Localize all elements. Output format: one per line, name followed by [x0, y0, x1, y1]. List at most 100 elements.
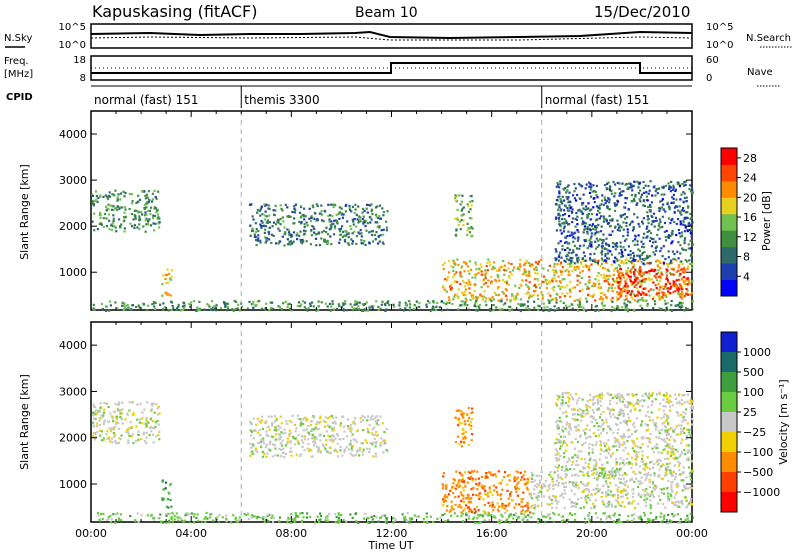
echo-cell — [363, 221, 366, 224]
echo-cell — [144, 214, 147, 217]
echo-cell — [593, 425, 596, 428]
echo-cell — [615, 393, 618, 396]
echo-cell — [573, 190, 576, 193]
echo-cell — [673, 206, 676, 209]
echo-cell — [599, 440, 602, 443]
echo-cell — [686, 280, 689, 283]
echo-cell — [567, 391, 570, 395]
echo-cell — [678, 393, 681, 396]
echo-cell — [650, 201, 653, 204]
echo-cell — [578, 290, 582, 293]
echo-cell — [615, 472, 618, 475]
echo-cell — [680, 260, 683, 263]
echo-cell — [654, 303, 657, 306]
echo-cell — [681, 489, 684, 492]
echo-cell — [111, 427, 114, 430]
echo-cell — [558, 420, 561, 423]
echo-cell — [257, 237, 260, 240]
colorbar-tick-label: 8 — [743, 251, 750, 264]
echo-cell — [611, 242, 614, 245]
echo-cell — [260, 225, 263, 228]
echo-cell — [579, 470, 582, 473]
echo-cell — [135, 305, 138, 309]
echo-cell — [689, 189, 693, 192]
echo-cell — [669, 259, 673, 262]
echo-cell — [225, 302, 228, 305]
echo-cell — [628, 275, 631, 278]
echo-cell — [354, 439, 357, 442]
echo-cell — [662, 463, 665, 467]
echo-cell — [336, 455, 339, 458]
echo-cell — [600, 495, 603, 499]
echo-cell — [636, 437, 639, 440]
echo-cell — [667, 217, 671, 220]
echo-cell — [534, 479, 537, 482]
echo-cell — [278, 447, 281, 450]
echo-cell — [559, 494, 562, 498]
echo-cell — [667, 236, 670, 239]
echo-cell — [325, 430, 329, 433]
echo-cell — [662, 492, 665, 495]
echo-cell — [587, 435, 590, 438]
echo-cell — [661, 285, 664, 288]
echo-cell — [448, 271, 451, 274]
echo-cell — [643, 490, 646, 493]
echo-cell — [135, 201, 139, 204]
echo-cell — [350, 210, 353, 213]
echo-cell — [385, 428, 388, 431]
echo-cell — [264, 446, 267, 449]
nsky-trace — [90, 30, 693, 40]
echo-cell — [556, 427, 559, 430]
echo-cell — [503, 476, 506, 479]
echo-cell — [555, 297, 558, 300]
echo-cell — [179, 309, 182, 312]
echo-cell — [634, 238, 637, 241]
echo-cell — [614, 192, 617, 195]
echo-cell — [102, 195, 105, 198]
echo-cell — [375, 231, 378, 234]
echo-cell — [611, 494, 614, 497]
echo-cell — [620, 271, 623, 274]
echo-cell — [668, 206, 671, 209]
echo-cell — [555, 438, 558, 441]
echo-cell — [100, 223, 103, 226]
echo-cell — [372, 441, 375, 444]
echo-cell — [474, 300, 478, 303]
echo-cell — [302, 240, 305, 243]
echo-cell — [647, 276, 650, 280]
echo-cell — [443, 288, 446, 291]
echo-cell — [375, 442, 378, 445]
echo-cell — [92, 424, 95, 427]
echo-cell — [659, 276, 662, 279]
echo-cell — [571, 396, 574, 399]
echo-cell — [562, 214, 565, 217]
echo-cell — [595, 219, 598, 222]
echo-cell — [622, 190, 625, 193]
echo-cell — [123, 211, 126, 214]
echo-cell — [648, 278, 651, 281]
echo-cell — [619, 245, 622, 248]
echo-cell — [612, 273, 615, 276]
echo-cell — [666, 486, 669, 490]
echo-cell — [604, 252, 607, 256]
echo-cell — [617, 270, 620, 273]
echo-cell — [576, 283, 579, 286]
echo-cell — [146, 401, 149, 404]
echo-cell — [353, 303, 356, 306]
echo-cell — [344, 229, 347, 232]
echo-cell — [462, 292, 465, 295]
echo-cell — [94, 435, 98, 439]
echo-cell — [281, 235, 284, 238]
echo-cell — [146, 201, 149, 204]
echo-cell — [643, 232, 646, 235]
echo-cell — [333, 420, 336, 423]
echo-cell — [521, 498, 524, 501]
echo-cell — [689, 471, 692, 474]
echo-cell — [508, 479, 511, 482]
echo-cell — [639, 285, 642, 288]
echo-cell — [515, 478, 518, 481]
echo-cell — [663, 221, 667, 225]
echo-cell — [678, 302, 681, 305]
echo-cell — [505, 280, 508, 283]
echo-cell — [289, 307, 292, 310]
